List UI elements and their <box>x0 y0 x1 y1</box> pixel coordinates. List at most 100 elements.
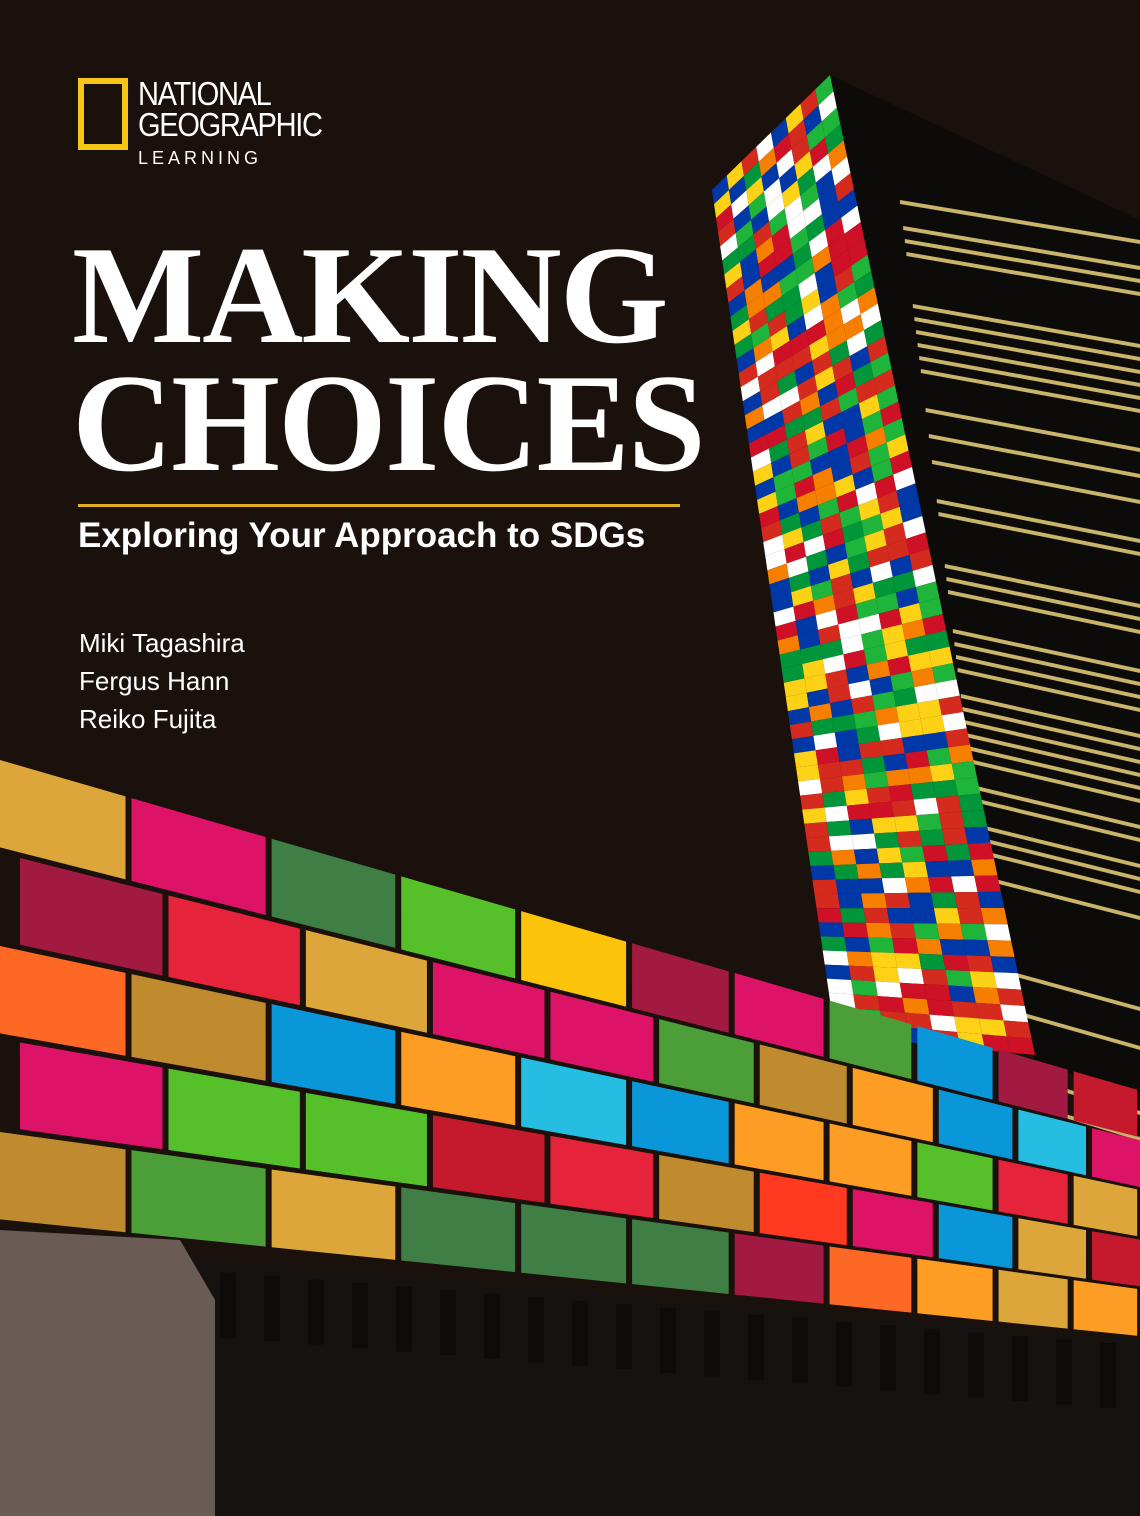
flag <box>839 505 862 528</box>
flag <box>812 350 833 376</box>
flag <box>836 489 859 513</box>
flag <box>938 695 964 716</box>
flag <box>822 654 846 674</box>
flag <box>815 169 835 199</box>
flag <box>832 356 853 382</box>
flag <box>808 564 831 586</box>
flag <box>951 761 977 780</box>
flag <box>782 527 804 550</box>
flag <box>730 304 749 331</box>
flag <box>804 673 828 693</box>
flag <box>866 660 891 680</box>
sdg-tile <box>938 1204 1013 1269</box>
flag <box>868 937 895 953</box>
window-row <box>960 694 1140 738</box>
flag <box>806 549 828 572</box>
flag <box>817 381 839 407</box>
flag <box>874 474 897 499</box>
sdg-tile <box>759 1172 847 1246</box>
flag <box>818 922 845 937</box>
flag <box>748 307 768 334</box>
flag <box>993 972 1022 990</box>
flag <box>835 603 859 625</box>
flag <box>961 810 988 828</box>
sdg-tile <box>998 1159 1068 1224</box>
flag <box>841 205 861 234</box>
tower-windows <box>900 200 1140 1141</box>
flag <box>911 667 936 688</box>
sdg-tile <box>1073 1071 1138 1137</box>
flag <box>885 768 911 787</box>
flag <box>880 506 903 530</box>
flag <box>948 985 976 1003</box>
flag <box>817 497 840 521</box>
flag <box>920 715 946 735</box>
flag <box>733 205 752 234</box>
flag <box>878 608 902 630</box>
flag <box>740 376 761 402</box>
flag <box>742 391 763 416</box>
flag <box>779 385 800 411</box>
flag <box>728 175 747 205</box>
flag <box>844 222 865 250</box>
sdg-tile <box>1092 1128 1140 1187</box>
window-row <box>954 642 1140 686</box>
flag <box>928 646 953 668</box>
flag <box>806 688 830 708</box>
flag <box>784 542 807 564</box>
flag <box>926 999 955 1017</box>
flag <box>889 923 916 939</box>
flag <box>838 387 859 413</box>
flag <box>751 322 771 348</box>
sdg-tile <box>632 1219 729 1294</box>
flag <box>894 815 920 833</box>
flag <box>945 843 972 861</box>
flag <box>861 513 884 537</box>
window-row <box>944 564 1140 608</box>
flag <box>811 245 832 274</box>
window-row <box>919 356 1140 400</box>
flag <box>855 378 877 404</box>
flag <box>825 669 849 689</box>
flag <box>767 311 787 337</box>
flag <box>828 443 850 468</box>
flag <box>932 663 957 684</box>
flag <box>837 189 858 218</box>
pillar <box>572 1300 588 1366</box>
flag <box>784 195 804 224</box>
yellow-border-icon <box>78 78 128 150</box>
window-row <box>932 460 1140 504</box>
sdg-tile <box>305 1092 427 1187</box>
flag <box>872 691 897 711</box>
flag <box>945 970 973 987</box>
flag <box>789 445 811 469</box>
flag <box>858 740 884 759</box>
window-row <box>948 590 1140 634</box>
window-row <box>925 408 1140 452</box>
window-row <box>983 876 1140 920</box>
flag <box>852 362 874 388</box>
author: Reiko Fujita <box>79 704 217 734</box>
title-divider <box>78 504 680 507</box>
flag <box>848 965 876 982</box>
window-row <box>968 759 1140 803</box>
flag <box>834 729 859 748</box>
flag <box>712 175 729 205</box>
flag <box>846 951 874 967</box>
window-row <box>965 733 1140 777</box>
flag <box>794 750 818 768</box>
flag <box>786 430 808 455</box>
flag <box>794 475 816 499</box>
flag <box>863 644 888 665</box>
flag <box>820 639 844 660</box>
pillar <box>660 1307 676 1373</box>
flag <box>846 434 869 459</box>
flag <box>957 908 985 925</box>
flag <box>830 573 853 595</box>
pillar <box>352 1283 368 1349</box>
flag <box>894 952 922 969</box>
tower-flag-facade <box>712 75 1035 1055</box>
pillar <box>1100 1343 1116 1408</box>
flag <box>898 603 923 625</box>
flag <box>928 876 955 893</box>
